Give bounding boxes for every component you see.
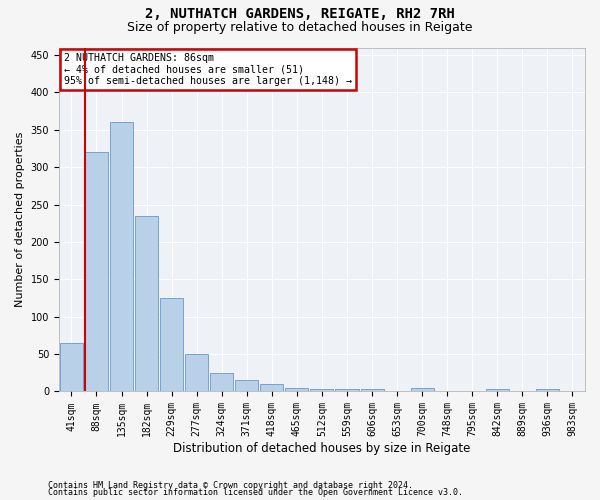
Y-axis label: Number of detached properties: Number of detached properties	[15, 132, 25, 307]
Bar	[286, 388, 308, 392]
Bar	[310, 389, 334, 392]
Bar	[85, 152, 108, 392]
Bar	[410, 388, 434, 392]
Text: Contains HM Land Registry data © Crown copyright and database right 2024.: Contains HM Land Registry data © Crown c…	[48, 480, 413, 490]
Bar	[260, 384, 283, 392]
Bar	[110, 122, 133, 392]
Bar	[536, 389, 559, 392]
Bar	[361, 389, 383, 392]
Text: 2, NUTHATCH GARDENS, REIGATE, RH2 7RH: 2, NUTHATCH GARDENS, REIGATE, RH2 7RH	[145, 8, 455, 22]
Bar	[486, 389, 509, 392]
Text: 2 NUTHATCH GARDENS: 86sqm
← 4% of detached houses are smaller (51)
95% of semi-d: 2 NUTHATCH GARDENS: 86sqm ← 4% of detach…	[64, 52, 352, 86]
Text: Contains public sector information licensed under the Open Government Licence v3: Contains public sector information licen…	[48, 488, 463, 497]
Bar	[135, 216, 158, 392]
Bar	[185, 354, 208, 392]
Bar	[335, 389, 359, 392]
Bar	[160, 298, 183, 392]
Bar	[235, 380, 259, 392]
Bar	[210, 373, 233, 392]
Bar	[60, 343, 83, 392]
X-axis label: Distribution of detached houses by size in Reigate: Distribution of detached houses by size …	[173, 442, 470, 455]
Text: Size of property relative to detached houses in Reigate: Size of property relative to detached ho…	[127, 21, 473, 34]
